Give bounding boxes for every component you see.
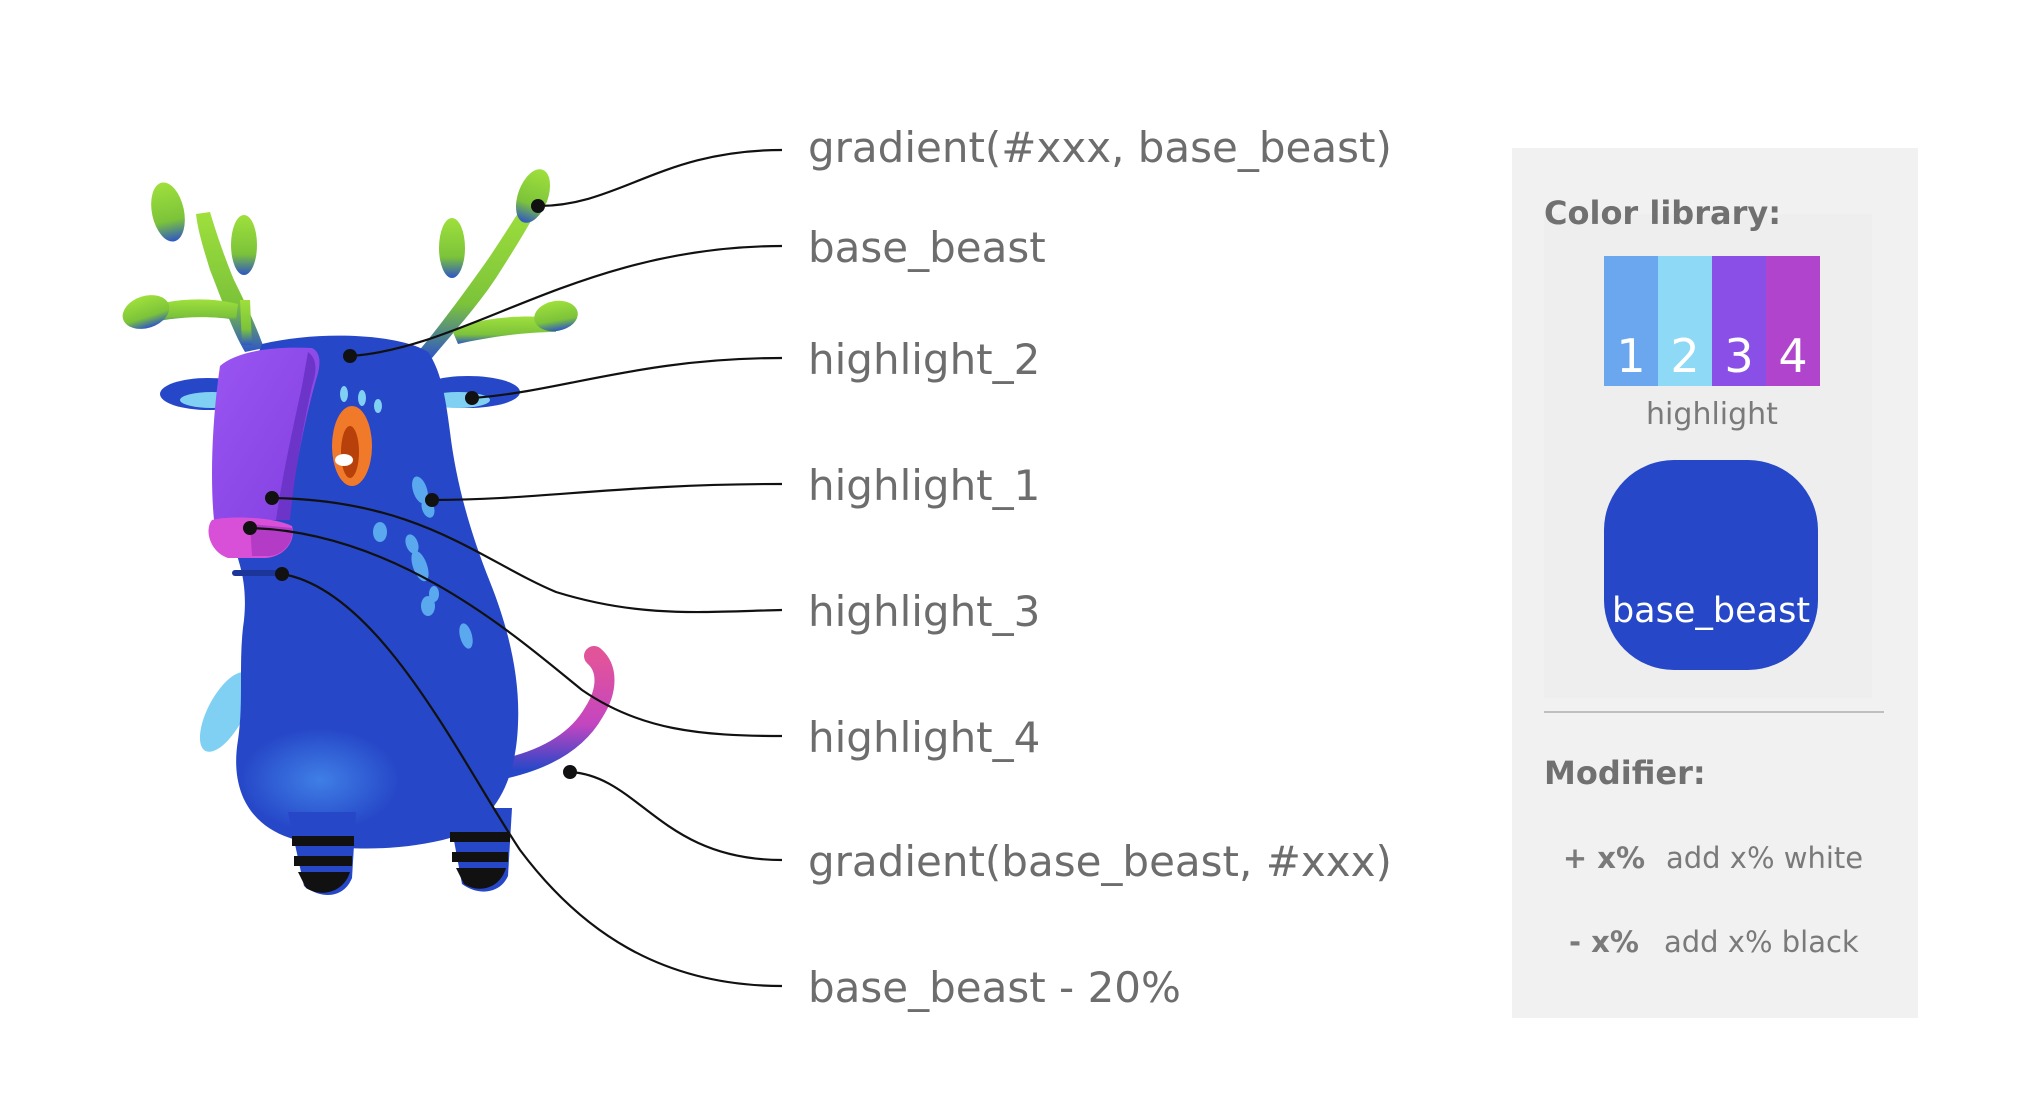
brow-spots: [340, 386, 382, 413]
beast-illustration: [122, 169, 615, 896]
swatch-1: [1604, 256, 1658, 386]
left-antler: [122, 182, 264, 352]
swatch-2: [1658, 256, 1712, 386]
pupil: [341, 426, 359, 478]
label-highlight-1: highlight_1: [808, 461, 1040, 510]
callout-dot-3: [465, 391, 479, 405]
callout-line-5: [271, 496, 783, 614]
callout-dots: [243, 199, 577, 779]
swatch-number-2: 2: [1670, 329, 1699, 383]
callout-dot-4: [425, 493, 439, 507]
callout-line-8: [281, 572, 783, 988]
base-beast-swatch: [1604, 460, 1818, 670]
callout-line-1: [537, 148, 783, 208]
callout-lines: [249, 148, 783, 988]
callout-line-4: [431, 482, 783, 502]
label-antler-gradient: gradient(#xxx, base_beast): [808, 123, 1392, 172]
beast-body: [232, 335, 519, 849]
swatch-number-3: 3: [1724, 329, 1753, 383]
label-tail-gradient: gradient(base_beast, #xxx): [808, 837, 1392, 886]
modifier-plus-key: + x%: [1563, 841, 1645, 875]
label-base-beast-darker: base_beast - 20%: [808, 963, 1181, 1012]
modifier-plus-value: add x% white: [1666, 841, 1863, 875]
callout-line-3: [471, 356, 783, 400]
callout-labels: gradient(#xxx, base_beast) base_beast hi…: [808, 123, 1392, 1012]
mouth-shadow: [232, 570, 288, 576]
callout-line-7: [569, 770, 783, 862]
label-base-beast: base_beast: [808, 223, 1046, 272]
highlight-caption: highlight: [1646, 397, 1778, 432]
modifier-minus-value: add x% black: [1664, 925, 1859, 959]
base-beast-swatch-label: base_beast: [1612, 591, 1810, 631]
color-library-heading: Color library:: [1544, 194, 1781, 232]
right-antler: [418, 169, 578, 358]
label-highlight-4: highlight_4: [808, 713, 1040, 762]
right-leg: [448, 808, 512, 892]
nose-tip: [250, 524, 293, 556]
callout-dot-2: [343, 349, 357, 363]
callout-dot-1: [531, 199, 545, 213]
snout-edge: [276, 352, 316, 520]
callout-dot-8: [275, 567, 289, 581]
swatch-number-4: 4: [1778, 329, 1807, 383]
callout-line-6: [249, 526, 783, 738]
callout-line-2: [349, 244, 783, 358]
modifier-minus-key: - x%: [1569, 925, 1639, 959]
eye-shine: [335, 454, 353, 466]
swatch-3: [1712, 256, 1766, 386]
highlight-swatches: 1 2 3 4: [1604, 256, 1820, 386]
callout-dot-6: [243, 521, 257, 535]
belly-highlight: [240, 728, 400, 832]
left-leg: [288, 812, 356, 896]
tail: [488, 646, 615, 780]
color-library-panel: Color library: 1 2 3 4 highlight base_be…: [1512, 148, 1918, 1018]
callout-dot-5: [265, 491, 279, 505]
swatch-number-1: 1: [1616, 329, 1645, 383]
swatch-4: [1766, 256, 1820, 386]
left-arm: [199, 672, 253, 752]
label-highlight-2: highlight_2: [808, 335, 1040, 384]
modifier-heading: Modifier:: [1544, 754, 1706, 792]
label-highlight-3: highlight_3: [808, 587, 1040, 636]
callout-dot-7: [563, 765, 577, 779]
